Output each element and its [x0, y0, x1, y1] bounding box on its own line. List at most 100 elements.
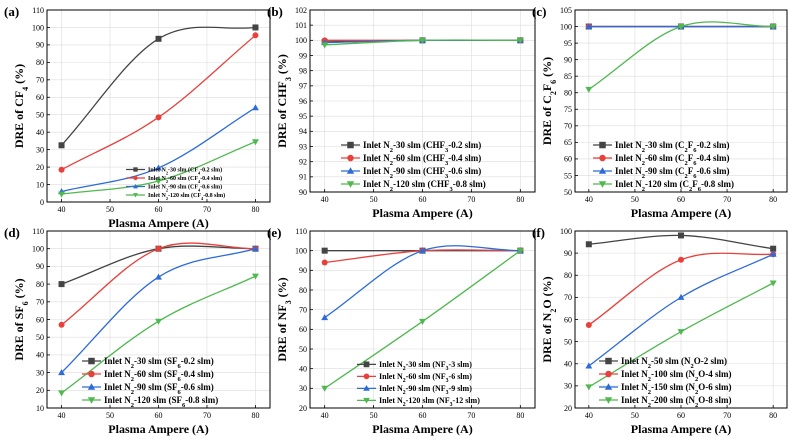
y-tick-label: 110 [32, 6, 44, 15]
legend-subscript: 3 [445, 147, 449, 154]
y-tick-label: 30 [36, 145, 44, 154]
legend-text-part: -30 slm (SF [134, 356, 178, 366]
y-tick-label: 100 [32, 23, 44, 32]
y-tick-label: 100 [295, 36, 307, 45]
y-axis-label-part: (%) [540, 276, 554, 299]
data-point [516, 248, 524, 255]
legend-subscript: 2 [648, 402, 651, 409]
y-axis-label-subscript: 6 [549, 80, 558, 84]
legend-marker [87, 383, 96, 390]
y-tick-label: 90 [564, 249, 572, 258]
panel-4: 40 50 60 70 80 20 30 40 50 60 70 80 90 100 110 (e) Plasm… [267, 225, 536, 436]
data-point [155, 164, 162, 171]
data-point [419, 37, 426, 44]
y-axis-label-part: DRE of SF [12, 305, 26, 360]
data-point [419, 318, 426, 325]
y-tick-label: 99 [299, 51, 307, 60]
y-axis-label-part: (%) [275, 277, 289, 300]
legend-text-part: -60 slm (NF [406, 372, 446, 381]
legend-text-part: -60 slm (CHF [393, 153, 445, 163]
data-point [678, 232, 684, 239]
data-point [516, 37, 524, 44]
legend-subscript: 4 [198, 170, 201, 175]
legend-entry: Inlet N2-30 slm (CF4-0.2 slm) [148, 167, 222, 176]
data-point [419, 247, 426, 254]
legend-text-part: Inlet N [104, 356, 131, 366]
y-tick-label: 50 [299, 345, 307, 354]
legend-subscript: 2 [403, 378, 406, 384]
y-tick-label: 60 [564, 155, 572, 164]
legend-subscript: 6 [182, 402, 186, 409]
legend-subscript: 3 [446, 378, 449, 384]
legend-text-part: -50 slm (N [651, 356, 691, 366]
y-axis-label-subscript: 6 [21, 301, 30, 305]
legend-text-part: Inlet N [148, 176, 167, 182]
y-tick-label: 70 [36, 298, 44, 307]
data-point [252, 24, 259, 31]
y-tick-label: 40 [564, 360, 572, 369]
legend-entry: Inlet N2-120 slm (CHF3-0.8 slm) [363, 179, 486, 193]
data-point [58, 390, 65, 397]
legend-text-part: Inlet N [379, 396, 403, 405]
legend-subscript: 3 [445, 160, 449, 167]
legend-subscript: 2 [695, 402, 698, 409]
legend-marker [133, 167, 138, 172]
y-tick-label: 60 [564, 315, 572, 324]
x-tick-label: 50 [370, 411, 378, 420]
legend-text-part: -60 slm (SF [134, 369, 178, 379]
data-point [252, 104, 259, 111]
legend-entry: Inlet N2-30 slm (NF3-3 slm) [379, 360, 472, 372]
x-tick-label: 50 [106, 411, 114, 420]
data-point [252, 32, 259, 39]
y-tick-label: 50 [36, 333, 44, 342]
legend-text-part: -0.4 slm) [696, 153, 729, 163]
y-tick-label: 70 [564, 122, 572, 131]
legend-subscript: 3 [446, 366, 449, 372]
y-tick-label: 110 [32, 227, 44, 236]
legend-entry: Inlet N2-120 slm (SF6-0.8 slm) [104, 395, 218, 409]
legend-entry: Inlet N2-150 slm (N2O-6 slm) [621, 382, 731, 396]
x-tick-label: 60 [419, 411, 427, 420]
legend-subscript: 6 [693, 147, 697, 154]
data-point [770, 245, 777, 252]
legend-text-part: Inlet N [148, 185, 167, 191]
y-axis-label-part: O [540, 299, 554, 308]
legend-text-part: F [692, 179, 698, 189]
legend-subscript: 2 [648, 389, 651, 396]
y-tick-label: 85 [564, 72, 572, 81]
y-axis-label-subscript: 2 [549, 91, 558, 95]
legend-text-part: -0.2 slm) [181, 356, 214, 366]
y-axis-label-subscript: 3 [284, 77, 293, 81]
legend-subscript: 3 [450, 402, 453, 408]
legend-subscript: 2 [131, 376, 134, 383]
legend-text-part: -60 slm (C [645, 153, 685, 163]
y-axis-label-subscript: 2 [549, 309, 558, 313]
legend-marker [363, 385, 370, 391]
x-tick-label: 80 [251, 205, 259, 214]
legend-subscript: 2 [390, 173, 393, 180]
legend-text-part: -0.6 slm) [200, 184, 222, 191]
data-point [321, 259, 328, 266]
data-point [252, 273, 259, 280]
legend-entry: Inlet N2-90 slm (NF3-9 slm) [379, 384, 472, 396]
y-axis-label-subscript: 3 [284, 300, 293, 304]
legend-marker [133, 193, 138, 198]
legend-text-part: -120 slm (SF [134, 395, 182, 405]
legend-text-part: -12 slm) [453, 396, 481, 405]
legend-subscript: 2 [684, 147, 687, 154]
y-tick-label: 20 [564, 404, 572, 413]
data-point [58, 191, 65, 198]
y-axis-label: DRE of NF3 (%) [275, 277, 293, 361]
legend-text-part: Inlet N [104, 369, 131, 379]
legend-text-part: Inlet N [363, 140, 390, 150]
y-axis-label: DRE of SF6 (%) [12, 278, 30, 360]
y-tick-label: 30 [564, 382, 572, 391]
y-tick-label: 102 [295, 6, 307, 15]
y-axis-label-part: DRE of N [540, 312, 554, 362]
x-tick-label: 70 [723, 411, 731, 420]
y-tick-label: 100 [560, 22, 572, 31]
legend-text-part: Inlet N [363, 179, 390, 189]
y-tick-label: 50 [36, 111, 44, 120]
legend-entry: Inlet N2-90 slm (CHF3-0.6 slm) [363, 166, 481, 180]
y-axis-label: DRE of C2F6 (%) [540, 57, 558, 145]
